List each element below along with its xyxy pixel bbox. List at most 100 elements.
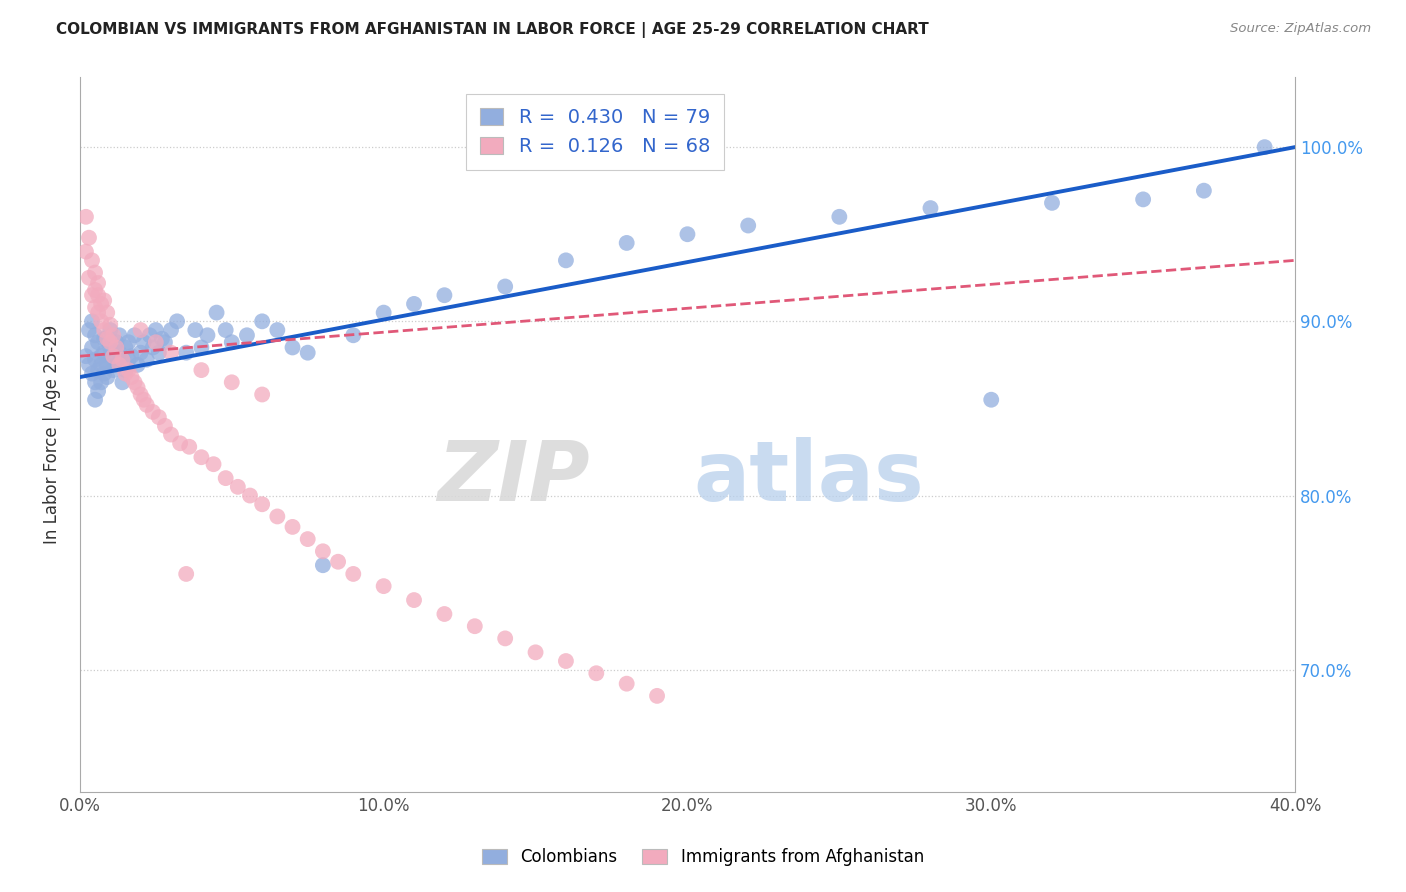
Point xyxy=(84,352,107,367)
Point xyxy=(98,352,121,367)
Point xyxy=(111,352,134,367)
Point xyxy=(221,376,243,390)
Point xyxy=(129,387,152,401)
Point xyxy=(250,497,273,511)
Text: ZIP: ZIP xyxy=(437,437,591,518)
Point xyxy=(98,341,121,355)
Point xyxy=(77,230,100,244)
Point xyxy=(108,328,131,343)
Point xyxy=(121,370,143,384)
Point xyxy=(114,341,136,355)
Point xyxy=(80,341,103,355)
Point xyxy=(80,288,103,302)
Point xyxy=(326,555,349,569)
Point xyxy=(111,376,134,390)
Point xyxy=(87,363,110,377)
Point xyxy=(129,345,152,359)
Point xyxy=(221,335,243,350)
Point xyxy=(103,349,125,363)
Point xyxy=(202,457,225,471)
Point xyxy=(197,328,219,343)
Point xyxy=(226,480,249,494)
Point xyxy=(297,345,319,359)
Point xyxy=(124,376,146,390)
Point xyxy=(87,335,110,350)
Point xyxy=(132,335,155,350)
Point xyxy=(80,367,103,381)
Point xyxy=(297,532,319,546)
Point xyxy=(114,363,136,377)
Point xyxy=(93,367,115,381)
Point xyxy=(111,352,134,367)
Point xyxy=(153,335,176,350)
Point xyxy=(124,328,146,343)
Point xyxy=(402,297,425,311)
Point xyxy=(103,363,125,377)
Point xyxy=(75,210,97,224)
Point xyxy=(139,328,162,343)
Point xyxy=(585,666,607,681)
Text: atlas: atlas xyxy=(693,437,924,518)
Point xyxy=(555,654,578,668)
Point xyxy=(87,305,110,319)
Text: Source: ZipAtlas.com: Source: ZipAtlas.com xyxy=(1230,22,1371,36)
Point xyxy=(266,509,288,524)
Point xyxy=(1132,193,1154,207)
Point xyxy=(90,314,112,328)
Point xyxy=(98,318,121,332)
Point xyxy=(96,305,118,319)
Point xyxy=(616,676,638,690)
Point xyxy=(105,341,128,355)
Point xyxy=(84,266,107,280)
Point xyxy=(215,323,238,337)
Point xyxy=(105,358,128,372)
Point xyxy=(373,305,395,319)
Point xyxy=(142,405,165,419)
Point xyxy=(402,593,425,607)
Point xyxy=(87,384,110,398)
Point xyxy=(281,520,304,534)
Point xyxy=(174,566,197,581)
Point xyxy=(236,328,259,343)
Point xyxy=(250,314,273,328)
Point xyxy=(980,392,1002,407)
Point xyxy=(75,349,97,363)
Point xyxy=(77,323,100,337)
Y-axis label: In Labor Force | Age 25-29: In Labor Force | Age 25-29 xyxy=(44,325,60,544)
Point xyxy=(190,450,212,465)
Point xyxy=(153,418,176,433)
Point xyxy=(312,558,335,573)
Point xyxy=(96,370,118,384)
Point xyxy=(96,332,118,346)
Point xyxy=(121,349,143,363)
Point xyxy=(93,332,115,346)
Point xyxy=(145,335,167,350)
Point xyxy=(737,219,759,233)
Point xyxy=(77,358,100,372)
Point xyxy=(87,288,110,302)
Point xyxy=(266,323,288,337)
Point xyxy=(132,392,155,407)
Point xyxy=(433,288,456,302)
Point xyxy=(75,244,97,259)
Point xyxy=(215,471,238,485)
Point xyxy=(616,235,638,250)
Point xyxy=(127,380,149,394)
Point xyxy=(433,607,456,621)
Point xyxy=(160,427,183,442)
Point xyxy=(160,323,183,337)
Point xyxy=(190,363,212,377)
Point xyxy=(84,283,107,297)
Point xyxy=(205,305,228,319)
Point xyxy=(676,227,699,242)
Point xyxy=(84,301,107,315)
Point xyxy=(150,332,173,346)
Point xyxy=(90,358,112,372)
Point xyxy=(1040,195,1063,210)
Point xyxy=(148,410,170,425)
Point xyxy=(920,201,942,215)
Point xyxy=(342,328,364,343)
Point xyxy=(145,323,167,337)
Point xyxy=(114,367,136,381)
Point xyxy=(117,363,139,377)
